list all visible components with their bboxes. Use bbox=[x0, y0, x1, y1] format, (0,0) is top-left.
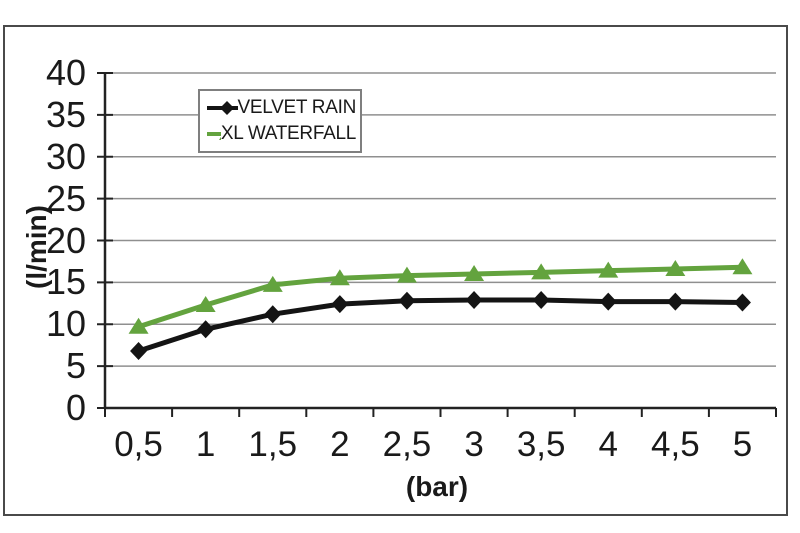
y-tick-label: 25 bbox=[45, 177, 86, 219]
legend: VELVET RAIN XL WATERFALL bbox=[198, 89, 362, 153]
legend-label-xl-waterfall: XL WATERFALL bbox=[220, 123, 356, 145]
x-tick-label: 4,5 bbox=[651, 425, 700, 464]
green-line-triangle-marker-icon bbox=[207, 132, 221, 141]
y-tick-label: 15 bbox=[45, 261, 86, 303]
x-tick-label: 2,5 bbox=[382, 425, 432, 464]
legend-label-velvet-rain: VELVET RAIN bbox=[237, 96, 357, 118]
x-tick-label: 1,5 bbox=[248, 425, 298, 464]
x-tick-label: 3 bbox=[464, 425, 484, 464]
y-tick-label: 5 bbox=[65, 345, 86, 387]
legend-item-xl-waterfall: XL WATERFALL bbox=[206, 124, 356, 144]
x-axis-title: (bar) bbox=[405, 471, 469, 502]
x-tick-label: 1 bbox=[195, 425, 216, 464]
y-tick-label: 40 bbox=[45, 52, 86, 93]
x-tick-label: 3,5 bbox=[516, 425, 566, 464]
black-line-diamond-marker-icon bbox=[207, 100, 238, 115]
y-axis-title: (l/min) bbox=[21, 205, 52, 289]
x-tick-label: 4 bbox=[598, 425, 618, 464]
y-tick-label: 20 bbox=[45, 219, 86, 261]
y-tick-label: 0 bbox=[65, 387, 86, 428]
x-tick-label: 2 bbox=[330, 425, 350, 464]
x-tick-label: 0,5 bbox=[114, 425, 163, 464]
x-tick-label: 5 bbox=[732, 425, 753, 464]
legend-item-velvet-rain: VELVET RAIN bbox=[206, 96, 357, 118]
y-tick-label: 35 bbox=[45, 93, 86, 135]
y-tick-label: 30 bbox=[45, 135, 86, 177]
y-tick-label: 10 bbox=[45, 303, 86, 345]
